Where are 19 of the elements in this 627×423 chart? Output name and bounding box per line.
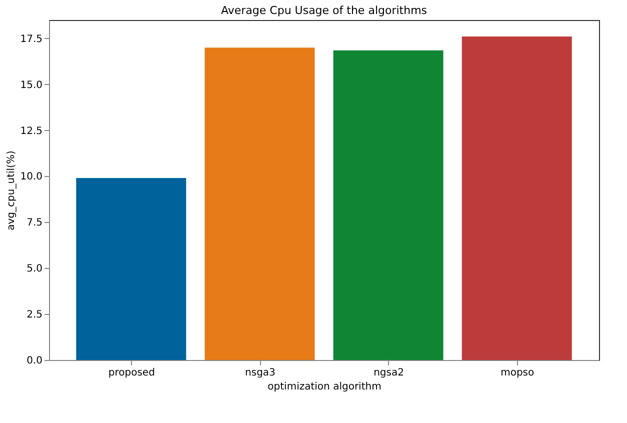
y-tick-label: 12.5 [20, 126, 42, 137]
chart-title: Average Cpu Usage of the algorithms [220, 4, 428, 17]
x-axis-title: optimization algorithm [268, 382, 382, 392]
bar [204, 48, 315, 360]
x-tick-label: proposed [108, 368, 155, 378]
bar [76, 178, 186, 360]
bar [333, 50, 444, 360]
x-tick-label: mopso [500, 368, 534, 378]
y-tick-label: 2.5 [26, 310, 42, 321]
y-tick-label: 10.0 [20, 172, 42, 183]
y-tick-label: 17.5 [20, 34, 42, 45]
y-tick-label: 5.0 [26, 264, 42, 275]
y-tick-label: 7.5 [26, 218, 42, 229]
y-axis-title: avg_cpu_util(%) [6, 150, 18, 230]
y-tick-label: 15.0 [20, 80, 42, 91]
bar [462, 36, 572, 360]
y-tick-label: 0.0 [26, 356, 42, 366]
x-tick-label: ngsa2 [374, 368, 404, 378]
x-tick-label: nsga3 [245, 368, 276, 378]
